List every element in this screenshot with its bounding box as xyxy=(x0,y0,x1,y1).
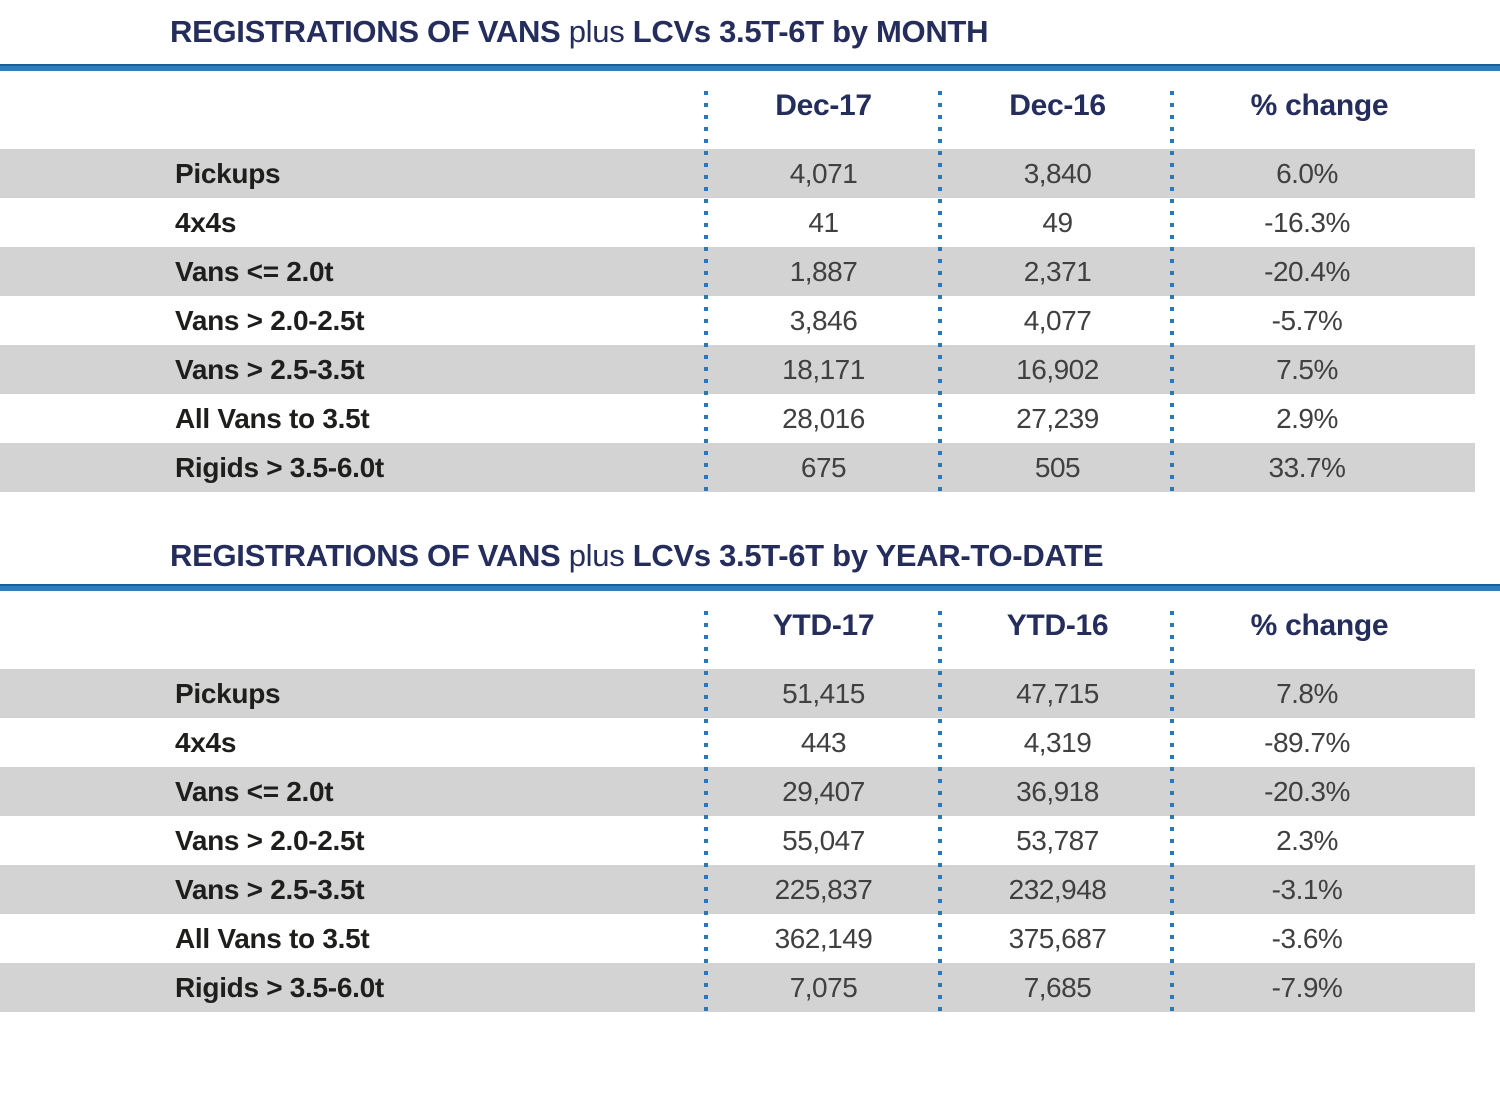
pct-change-value: -3.1% xyxy=(1271,873,1343,905)
pct-change-value: 7.5% xyxy=(1276,353,1338,385)
row-label: Rigids > 3.5-6.0t xyxy=(175,971,384,1003)
previous-period-value: 3,840 xyxy=(1023,157,1092,189)
table-row: Vans > 2.0-2.5t 55,047 53,787 2.3% xyxy=(0,816,1475,865)
monthly-section: REGISTRATIONS OF VANS plus LCVs 3.5T-6T … xyxy=(0,12,1500,497)
current-period-value: 1,887 xyxy=(789,255,858,287)
row-label: Vans > 2.5-3.5t xyxy=(175,873,365,905)
row-label: Pickups xyxy=(175,677,281,709)
row-label: Vans > 2.0-2.5t xyxy=(175,304,365,336)
ytd-rowlabel-column-header xyxy=(0,626,707,634)
ytd-section-title: REGISTRATIONS OF VANS plus LCVs 3.5T-6T … xyxy=(0,536,1500,576)
previous-period-value: 27,239 xyxy=(1016,402,1099,434)
pct-change-value: 2.9% xyxy=(1276,402,1338,434)
previous-period-value: 16,902 xyxy=(1016,353,1099,385)
table-row: Vans > 2.5-3.5t 225,837 232,948 -3.1% xyxy=(0,865,1475,914)
row-label: All Vans to 3.5t xyxy=(175,922,370,954)
table-row: Vans <= 2.0t 29,407 36,918 -20.3% xyxy=(0,767,1475,816)
current-period-value: 28,016 xyxy=(782,402,865,434)
table-row: Vans <= 2.0t 1,887 2,371 -20.4% xyxy=(0,247,1475,296)
current-period-value: 225,837 xyxy=(774,873,873,905)
monthly-section-title: REGISTRATIONS OF VANS plus LCVs 3.5T-6T … xyxy=(0,12,1500,52)
pct-change-value: 7.8% xyxy=(1276,677,1338,709)
table-row: Vans > 2.0-2.5t 3,846 4,077 -5.7% xyxy=(0,296,1475,345)
table-row: Rigids > 3.5-6.0t 7,075 7,685 -7.9% xyxy=(0,963,1475,1012)
monthly-title-light-word: plus xyxy=(568,14,625,49)
row-label: 4x4s xyxy=(175,726,237,758)
table-row: All Vans to 3.5t 28,016 27,239 2.9% xyxy=(0,394,1475,443)
row-label: Pickups xyxy=(175,157,281,189)
previous-period-value: 49 xyxy=(1042,206,1073,238)
ytd-table-header-row: YTD-17 YTD-16 % change xyxy=(0,591,1500,669)
current-period-value: 362,149 xyxy=(774,922,873,954)
previous-period-value: 47,715 xyxy=(1016,677,1099,709)
pct-change-value: -5.7% xyxy=(1271,304,1343,336)
current-period-value: 3,846 xyxy=(789,304,858,336)
ytd-title-light-word: plus xyxy=(568,538,625,573)
table-row: All Vans to 3.5t 362,149 375,687 -3.6% xyxy=(0,914,1475,963)
ytd-table: YTD-17 YTD-16 % change Pickups 51,415 47… xyxy=(0,591,1500,1017)
ytd-section: REGISTRATIONS OF VANS plus LCVs 3.5T-6T … xyxy=(0,536,1500,1017)
monthly-rowlabel-column-header xyxy=(0,106,707,114)
pct-change-value: -20.4% xyxy=(1264,255,1350,287)
monthly-title-bold-tail: LCVs 3.5T-6T by MONTH xyxy=(632,14,989,49)
previous-period-value: 232,948 xyxy=(1008,873,1107,905)
pct-change-value: 33.7% xyxy=(1268,451,1346,483)
ytd-column-header-current: YTD-17 xyxy=(772,609,875,642)
current-period-value: 4,071 xyxy=(789,157,858,189)
row-label: Rigids > 3.5-6.0t xyxy=(175,451,384,483)
page: { "colors": { "navy": "#242d5c", "rule_b… xyxy=(0,12,1500,1105)
current-period-value: 51,415 xyxy=(782,677,865,709)
previous-period-value: 2,371 xyxy=(1023,255,1092,287)
pct-change-value: -16.3% xyxy=(1264,206,1350,238)
current-period-value: 55,047 xyxy=(782,824,865,856)
pct-change-value: 6.0% xyxy=(1276,157,1338,189)
monthly-column-header-current: Dec-17 xyxy=(775,89,872,122)
row-label: Vans > 2.5-3.5t xyxy=(175,353,365,385)
previous-period-value: 4,319 xyxy=(1023,726,1092,758)
pct-change-value: -20.3% xyxy=(1264,775,1350,807)
pct-change-value: -7.9% xyxy=(1271,971,1343,1003)
monthly-table-rows: Pickups 4,071 3,840 6.0% 4x4s 41 49 -16.… xyxy=(0,149,1475,492)
pct-change-value: -89.7% xyxy=(1264,726,1350,758)
previous-period-value: 4,077 xyxy=(1023,304,1092,336)
monthly-column-header-pct-change: % change xyxy=(1250,89,1389,122)
monthly-title-bold-lead: REGISTRATIONS OF VANS xyxy=(170,14,561,49)
ytd-column-header-previous: YTD-16 xyxy=(1006,609,1109,642)
ytd-column-header-pct-change: % change xyxy=(1250,609,1389,642)
current-period-value: 18,171 xyxy=(782,353,865,385)
previous-period-value: 53,787 xyxy=(1016,824,1099,856)
ytd-title-rule xyxy=(0,584,1500,591)
monthly-title-rule xyxy=(0,64,1500,71)
row-label: Vans > 2.0-2.5t xyxy=(175,824,365,856)
pct-change-value: 2.3% xyxy=(1276,824,1338,856)
table-row: 4x4s 443 4,319 -89.7% xyxy=(0,718,1475,767)
pct-change-value: -3.6% xyxy=(1271,922,1343,954)
current-period-value: 29,407 xyxy=(782,775,865,807)
table-row: 4x4s 41 49 -16.3% xyxy=(0,198,1475,247)
row-label: 4x4s xyxy=(175,206,237,238)
previous-period-value: 375,687 xyxy=(1008,922,1107,954)
monthly-table: Dec-17 Dec-16 % change Pickups 4,071 3,8… xyxy=(0,71,1500,497)
current-period-value: 443 xyxy=(800,726,847,758)
table-row: Pickups 4,071 3,840 6.0% xyxy=(0,149,1475,198)
current-period-value: 675 xyxy=(800,451,847,483)
row-label: All Vans to 3.5t xyxy=(175,402,370,434)
previous-period-value: 7,685 xyxy=(1023,971,1092,1003)
previous-period-value: 36,918 xyxy=(1016,775,1099,807)
row-label: Vans <= 2.0t xyxy=(175,255,334,287)
ytd-title-bold-lead: REGISTRATIONS OF VANS xyxy=(170,538,561,573)
current-period-value: 41 xyxy=(808,206,839,238)
row-label: Vans <= 2.0t xyxy=(175,775,334,807)
table-row: Vans > 2.5-3.5t 18,171 16,902 7.5% xyxy=(0,345,1475,394)
table-row: Rigids > 3.5-6.0t 675 505 33.7% xyxy=(0,443,1475,492)
monthly-column-header-previous: Dec-16 xyxy=(1009,89,1106,122)
monthly-table-header-row: Dec-17 Dec-16 % change xyxy=(0,71,1500,149)
ytd-title-bold-tail: LCVs 3.5T-6T by YEAR-TO-DATE xyxy=(632,538,1104,573)
current-period-value: 7,075 xyxy=(789,971,858,1003)
table-row: Pickups 51,415 47,715 7.8% xyxy=(0,669,1475,718)
previous-period-value: 505 xyxy=(1034,451,1081,483)
ytd-table-rows: Pickups 51,415 47,715 7.8% 4x4s 443 4,31… xyxy=(0,669,1475,1012)
